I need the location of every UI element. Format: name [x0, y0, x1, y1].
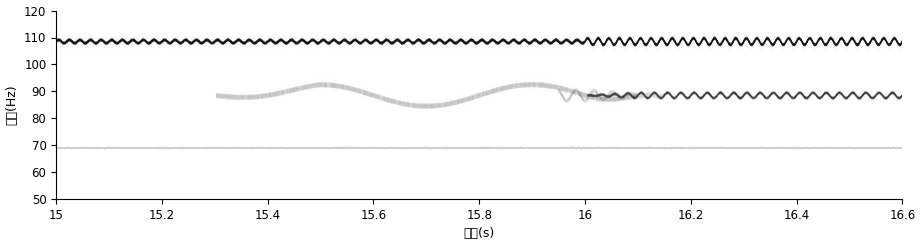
X-axis label: 时间(s): 时间(s) — [463, 228, 495, 240]
Y-axis label: 频率(Hz): 频率(Hz) — [6, 85, 18, 125]
